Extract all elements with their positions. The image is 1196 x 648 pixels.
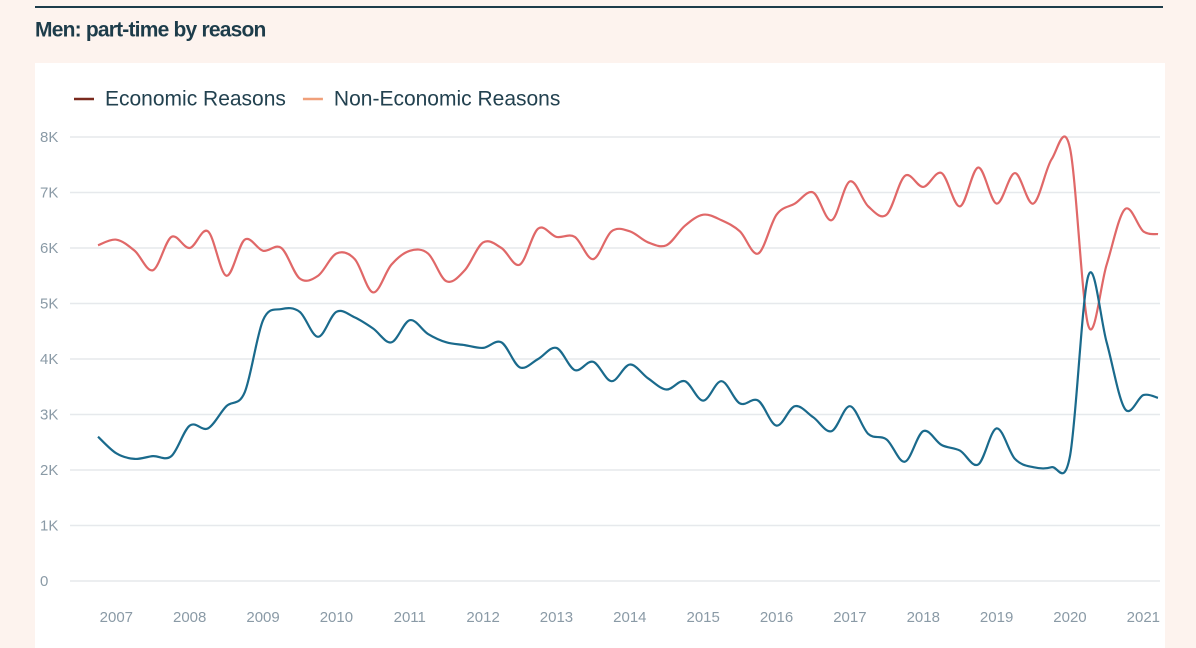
x-tick-label: 2019 [980, 609, 1013, 626]
x-tick-label: 2014 [613, 609, 646, 626]
x-tick-label: 2016 [760, 609, 793, 626]
x-tick-label: 2021 [1127, 609, 1160, 626]
plot-panel [35, 63, 1165, 648]
y-tick-label: 1K [40, 517, 58, 534]
x-tick-label: 2009 [246, 609, 279, 626]
x-tick-label: 2020 [1053, 609, 1086, 626]
y-tick-label: 8K [40, 129, 58, 146]
y-tick-label: 4K [40, 351, 58, 368]
y-tick-label: 3K [40, 406, 58, 423]
series-line [97, 271, 1159, 475]
legend-label: Economic Reasons [105, 88, 286, 111]
x-tick-label: 2013 [540, 609, 573, 626]
y-tick-label: 6K [40, 240, 58, 257]
y-tick-label: 0 [40, 573, 48, 590]
x-tick-label: 2011 [394, 609, 426, 626]
x-tick-label: 2017 [833, 609, 866, 626]
x-tick-label: 2007 [100, 609, 133, 626]
y-tick-label: 5K [40, 295, 58, 312]
x-tick-label: 2012 [466, 609, 499, 626]
series-line [97, 135, 1159, 331]
x-tick-label: 2010 [320, 609, 353, 626]
y-tick-label: 2K [40, 462, 58, 479]
y-tick-label: 7K [40, 184, 58, 201]
x-tick-label: 2018 [907, 609, 940, 626]
x-tick-label: 2008 [173, 609, 206, 626]
legend-label: Non-Economic Reasons [334, 88, 560, 111]
chart-title: Men: part-time by reason [35, 19, 266, 42]
x-tick-label: 2015 [687, 609, 720, 626]
